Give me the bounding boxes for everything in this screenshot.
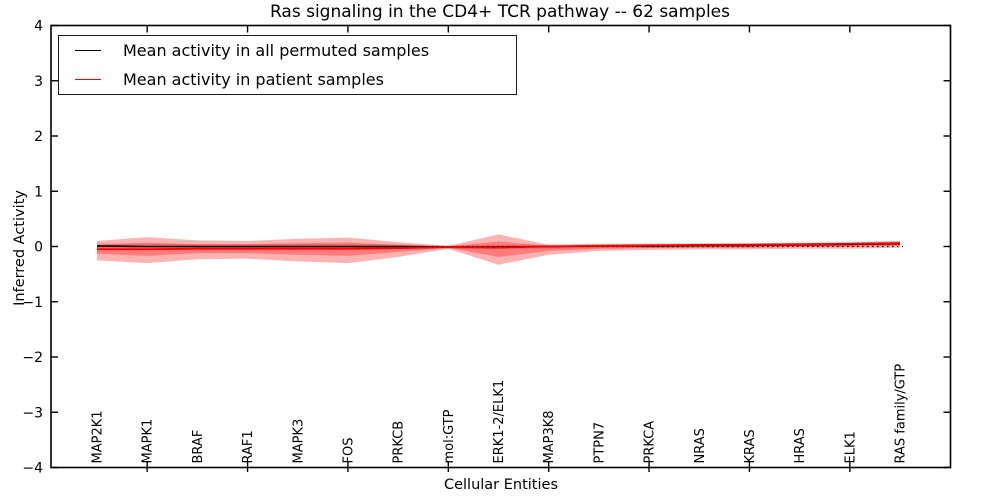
y-tick-label: 4 [34, 19, 43, 35]
y-tick-label: 3 [34, 74, 43, 90]
patient-mean-line [97, 242, 901, 251]
legend-entry-permuted: Mean activity in all permuted samples [59, 39, 516, 63]
x-axis-label: Cellular Entities [443, 477, 559, 493]
x-category-label: PTPN7 [592, 422, 607, 464]
x-category-label: ERK1-2/ELK1 [492, 380, 507, 464]
y-axis-label: Inferred Activity [12, 190, 28, 306]
y-tick-label: −4 [22, 461, 43, 477]
legend-entry-patient: Mean activity in patient samples [59, 68, 516, 92]
y-tick-label: −1 [22, 295, 43, 311]
y-tick-label: −3 [22, 405, 43, 421]
chart-title: Ras signaling in the CD4+ TCR pathway --… [269, 2, 730, 22]
x-category-label: KRAS [743, 429, 758, 463]
x-category-label: RAF1 [241, 430, 256, 463]
x-category-label: MAP2K1 [91, 410, 106, 463]
legend-label-permuted: Mean activity in all permuted samples [123, 41, 430, 60]
x-category-label: PRKCA [643, 421, 658, 464]
y-tick-label: 2 [34, 129, 43, 145]
x-category-label: BRAF [191, 430, 206, 464]
permuted-line-swatch [75, 50, 101, 51]
x-category-label: MAPK3 [291, 419, 306, 464]
patient-std-band-outer [97, 234, 900, 265]
permuted-std-band [97, 241, 900, 250]
x-category-label: mol:GTP [442, 409, 457, 463]
x-category-label: ELK1 [843, 431, 858, 463]
patient-line-swatch [75, 79, 101, 80]
x-category-label: FOS [341, 438, 356, 464]
x-category-label: PRKCB [392, 421, 407, 464]
y-tick-label: 1 [34, 184, 43, 200]
x-category-label: RAS family/GTP [894, 364, 909, 464]
x-category-label: MAP3K8 [542, 410, 557, 463]
x-category-label: HRAS [793, 428, 808, 463]
y-tick-label: −2 [22, 350, 43, 366]
legend-label-patient: Mean activity in patient samples [123, 70, 384, 89]
y-tick-label: 0 [34, 240, 43, 256]
legend: Mean activity in all permuted samples Me… [58, 35, 517, 95]
x-category-label: MAPK1 [141, 419, 156, 464]
x-category-label: NRAS [693, 428, 708, 463]
